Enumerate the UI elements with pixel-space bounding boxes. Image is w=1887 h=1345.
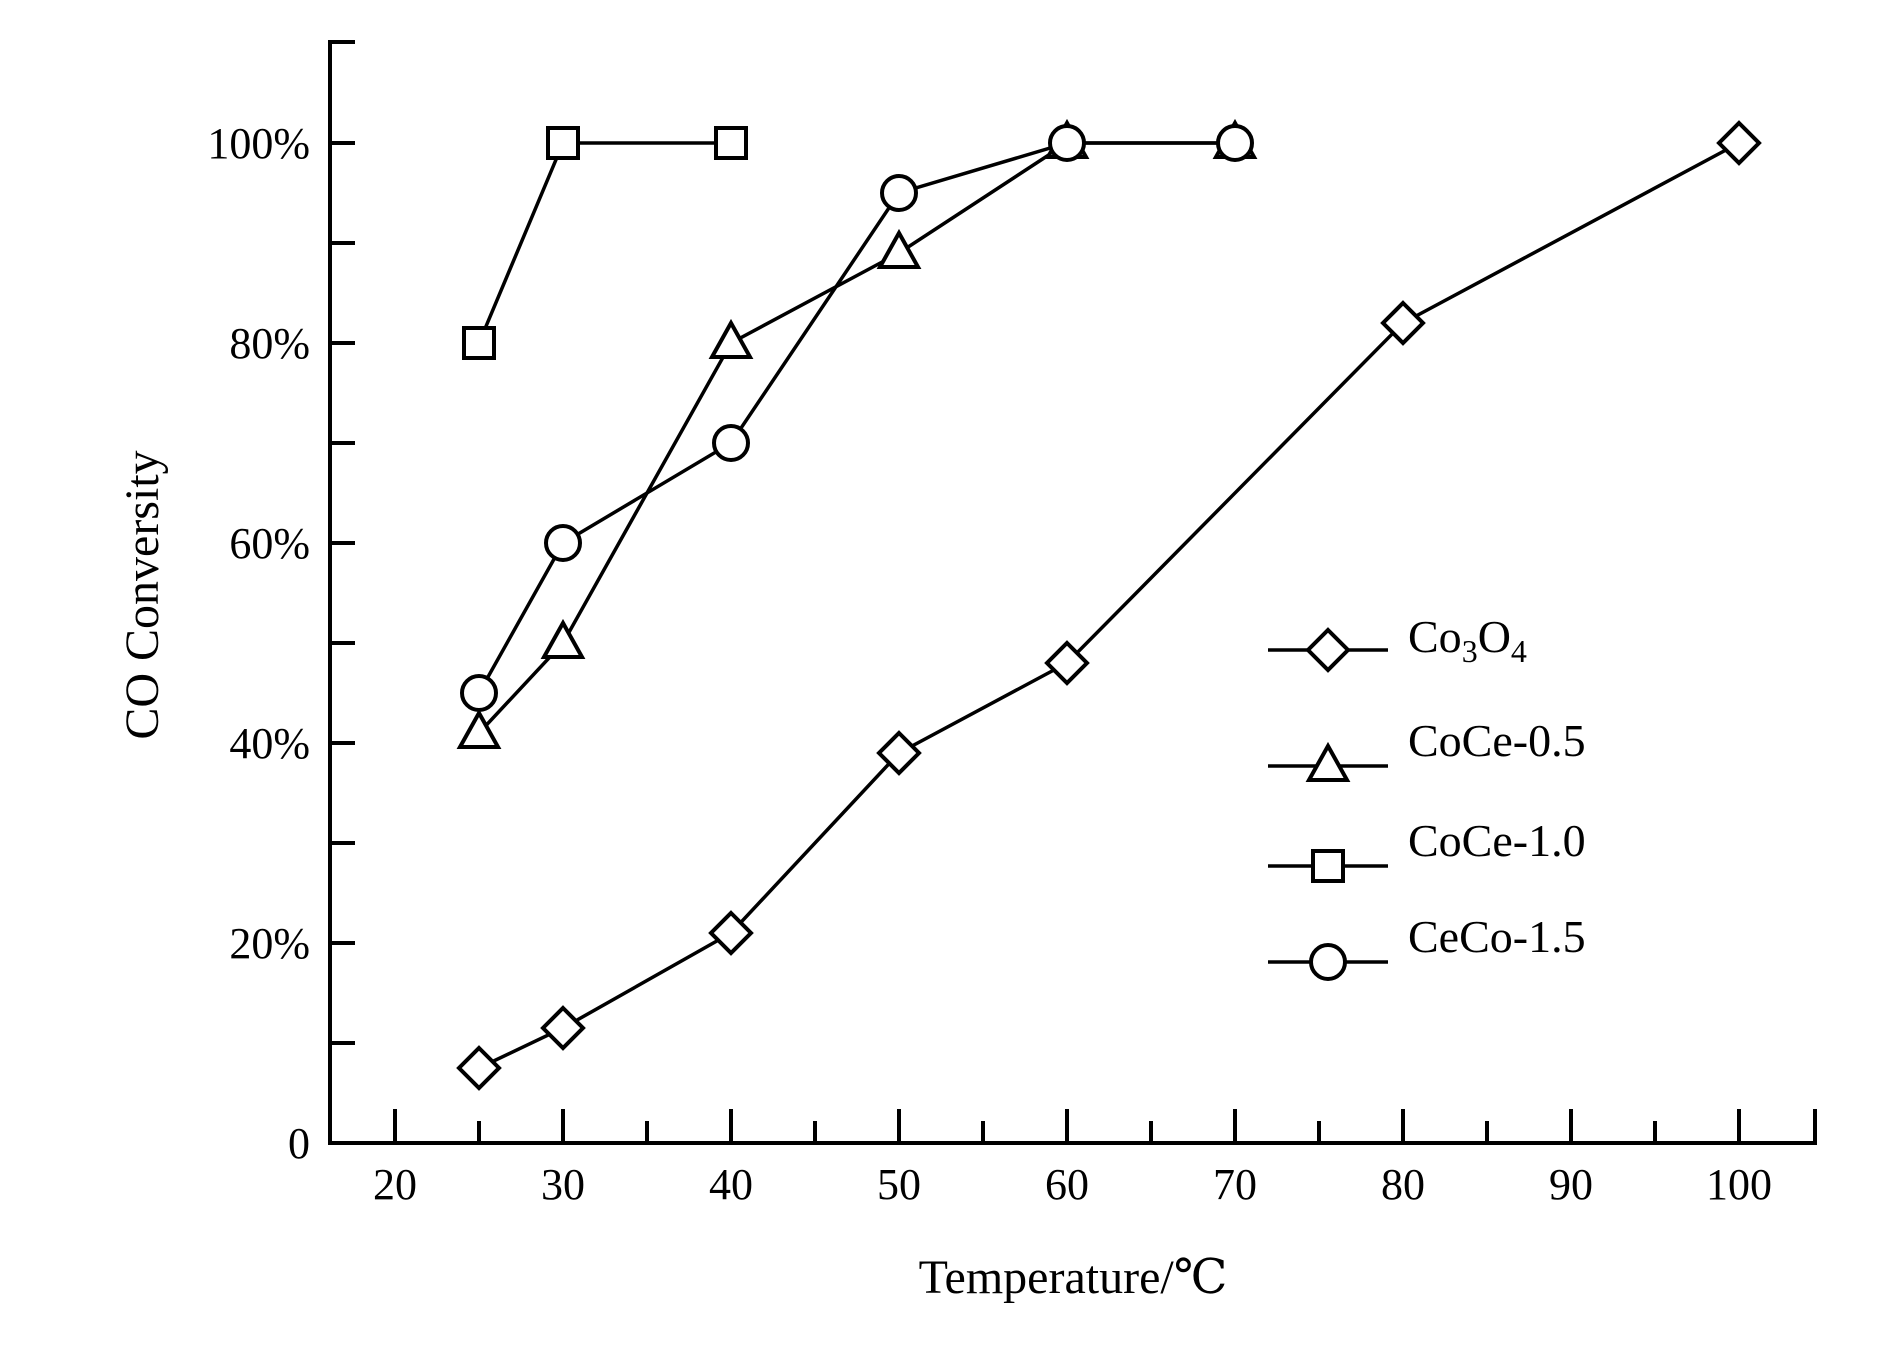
x-tick-label: 30 <box>541 1160 585 1209</box>
data-point-square <box>546 126 580 160</box>
legend-label: Co3O4 <box>1408 611 1527 669</box>
legend: Co3O4 CoCe-0.5 CoCe-1.0 CeCo-1.5 <box>1268 611 1586 981</box>
series-diamond <box>456 120 1762 1091</box>
legend-marker-square <box>1311 849 1345 883</box>
legend-label: CoCe-0.5 <box>1408 715 1586 766</box>
x-tick-label: 20 <box>373 1160 417 1209</box>
data-point-triangle <box>876 228 922 269</box>
data-point-circle <box>1048 124 1086 162</box>
data-point-square <box>462 326 496 360</box>
legend-entry: Co3O4 <box>1268 611 1527 673</box>
x-tick-label: 70 <box>1213 1160 1257 1209</box>
x-tick-label: 80 <box>1381 1160 1425 1209</box>
x-tick-label: 100 <box>1706 1160 1772 1209</box>
data-point-diamond <box>1716 120 1762 166</box>
data-point-circle <box>1216 124 1254 162</box>
data-point-diamond <box>540 1005 586 1051</box>
legend-marker-circle <box>1309 943 1347 981</box>
series-line <box>477 141 1235 735</box>
y-axis-title: CO Conversity <box>116 450 169 739</box>
x-axis-title: Temperature/℃ <box>919 1251 1228 1304</box>
data-point-diamond <box>456 1045 502 1091</box>
y-tick-label: 80% <box>229 319 310 368</box>
plot-area <box>456 118 1762 1091</box>
data-point-circle <box>712 424 750 462</box>
axes <box>328 40 1817 1145</box>
series-line <box>477 141 731 344</box>
y-tick-label: 40% <box>229 719 310 768</box>
legend-label: CeCo-1.5 <box>1408 911 1586 962</box>
data-point-circle <box>544 524 582 562</box>
legend-entry: CoCe-0.5 <box>1268 715 1586 782</box>
y-tick-label: 20% <box>229 919 310 968</box>
axis-frame <box>328 40 1817 1145</box>
legend-entry: CeCo-1.5 <box>1268 911 1586 981</box>
x-tick-label: 90 <box>1549 1160 1593 1209</box>
data-point-diamond <box>1044 640 1090 686</box>
legend-marker-diamond <box>1305 627 1351 673</box>
y-tick-label: 100% <box>207 119 310 168</box>
series-circle <box>460 124 1254 712</box>
data-point-circle <box>460 674 498 712</box>
data-point-diamond <box>1380 300 1426 346</box>
data-point-circle <box>880 174 918 212</box>
data-point-triangle <box>540 618 586 659</box>
y-tick-label: 0 <box>288 1119 310 1168</box>
y-axis-ticks: 0 20% 40% 60% 80% 100% <box>207 119 355 1168</box>
x-tick-label: 50 <box>877 1160 921 1209</box>
x-tick-label: 60 <box>1045 1160 1089 1209</box>
data-point-diamond <box>876 730 922 776</box>
series-triangle <box>456 118 1258 749</box>
data-point-triangle <box>708 318 754 359</box>
legend-label: CoCe-1.0 <box>1408 815 1586 866</box>
legend-entry: CoCe-1.0 <box>1268 815 1586 883</box>
series-square <box>462 126 748 360</box>
data-point-diamond <box>708 910 754 956</box>
x-axis-ticks: 20 30 40 50 60 70 80 90 100 <box>373 1109 1772 1209</box>
y-tick-label: 60% <box>229 519 310 568</box>
x-tick-label: 40 <box>709 1160 753 1209</box>
data-point-triangle <box>456 708 502 749</box>
data-point-square <box>714 126 748 160</box>
series-line <box>477 141 1235 694</box>
legend-marker-triangle <box>1305 741 1351 782</box>
